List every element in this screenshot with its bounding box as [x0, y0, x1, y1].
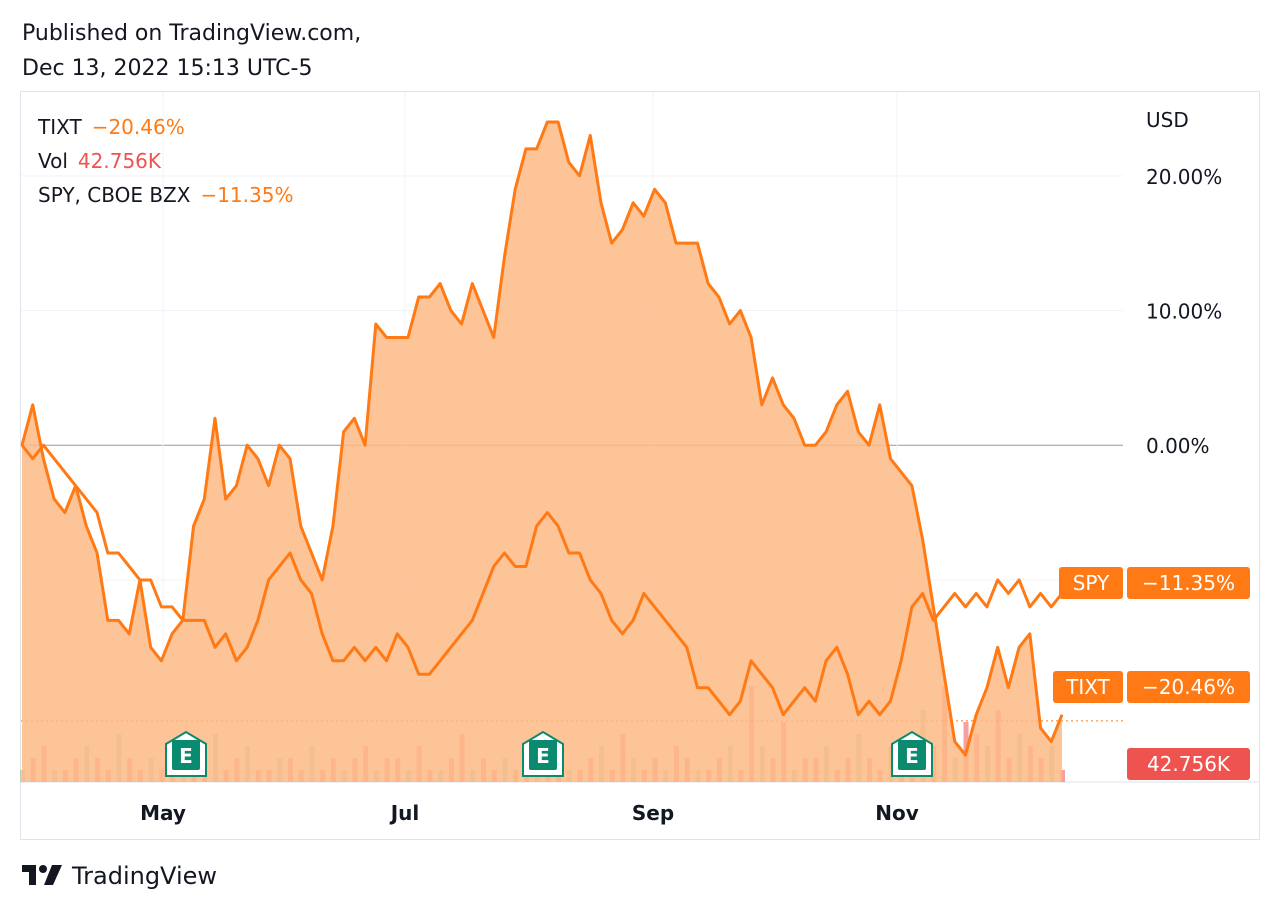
volume-bar [1060, 770, 1065, 782]
legend-tixt-symbol: TIXT [38, 115, 82, 139]
earnings-label: E [536, 744, 550, 768]
tixt-area [22, 121, 1062, 783]
legend-vol-label: Vol [38, 149, 68, 173]
tixt-value-badge-bg [1127, 671, 1250, 703]
legend-spy-value: −11.35% [200, 183, 294, 207]
x-tick-label: Jul [389, 801, 420, 825]
tixt-series [20, 120, 1064, 783]
tixt-value-badge: −20.46% [1142, 675, 1235, 699]
y-tick-label: 20.00% [1146, 165, 1222, 189]
x-axis: May Jul Sep Nov [140, 801, 919, 825]
chart-legend: TIXT −20.46% Vol 42.756K SPY, CBOE BZX −11.… [38, 110, 293, 212]
earnings-label: E [905, 744, 919, 768]
vol-value-badge: 42.756K [1147, 752, 1231, 776]
earnings-badge-fill [172, 740, 200, 770]
x-tick-label: Nov [875, 801, 919, 825]
spy-name-badge: SPY [1073, 571, 1110, 595]
y-tick-label: 0.00% [1146, 434, 1210, 458]
legend-tixt-value: −20.46% [91, 115, 185, 139]
earnings-marker: E [891, 730, 933, 777]
earnings-badge-fill [529, 740, 557, 770]
earnings-label: E [179, 744, 193, 768]
tradingview-brand: TradingView [72, 862, 218, 890]
tradingview-logo-icon [22, 865, 62, 885]
tixt-name-badge-bg [1053, 671, 1123, 703]
spy-value-badge: −11.35% [1142, 571, 1235, 595]
legend-vol[interactable]: Vol 42.756K [38, 144, 293, 178]
published-source: Published on TradingView.com, [22, 21, 362, 46]
published-header: Published on TradingView.com, Dec 13, 20… [22, 16, 361, 86]
price-badges: SPY −11.35% TIXT −20.46% 42.756K [1053, 567, 1250, 780]
earnings-badge-fill [898, 740, 926, 770]
tixt-line [20, 120, 1064, 757]
spy-series [20, 443, 1064, 717]
spy-name-badge-bg [1059, 567, 1123, 599]
x-tick-label: Sep [632, 801, 674, 825]
tradingview-logo[interactable]: TradingView [22, 862, 217, 890]
chart-frame [20, 91, 1260, 840]
spy-value-badge-bg [1127, 567, 1250, 599]
spy-line [20, 443, 1064, 717]
legend-spy-symbol: SPY, CBOE BZX [38, 183, 191, 207]
earnings-marker: E [522, 730, 564, 777]
published-date: Dec 13, 2022 15:13 UTC-5 [22, 56, 313, 81]
x-tick-label: May [140, 801, 186, 825]
vol-value-badge-bg [1127, 748, 1250, 780]
tixt-name-badge: TIXT [1065, 675, 1110, 699]
legend-spy[interactable]: SPY, CBOE BZX −11.35% [38, 178, 293, 212]
legend-tixt[interactable]: TIXT −20.46% [38, 110, 293, 144]
earnings-marker: E [165, 730, 207, 777]
y-tick-label: 10.00% [1146, 300, 1222, 324]
y-axis-currency: USD [1146, 108, 1189, 132]
legend-vol-value: 42.756K [77, 149, 162, 173]
y-axis: 20.00%10.00%0.00%-10.00%USD [1146, 108, 1229, 593]
